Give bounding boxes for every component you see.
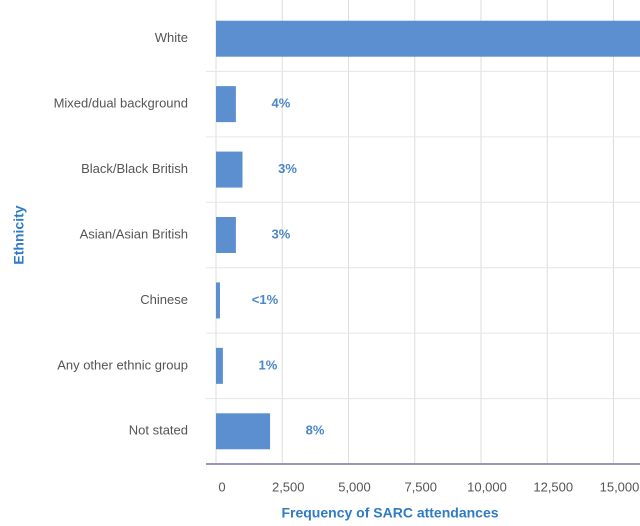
bar <box>216 217 236 253</box>
x-tick-label: 2,500 <box>272 479 305 494</box>
y-tick-label: Mixed/dual background <box>54 96 188 111</box>
value-label: 8% <box>306 423 325 438</box>
y-tick-label: Chinese <box>140 292 188 307</box>
bar <box>216 86 236 123</box>
value-label: 3% <box>271 226 290 241</box>
x-tick-label: 0 <box>218 479 225 494</box>
bar <box>216 413 271 450</box>
y-axis-label: Ethnicity <box>11 205 27 264</box>
y-tick-label: Not stated <box>129 423 188 438</box>
value-label: <1% <box>252 292 279 307</box>
x-tick-label: 5,000 <box>338 479 371 494</box>
bar <box>216 347 223 384</box>
value-label: 1% <box>258 357 277 372</box>
bar <box>216 282 220 319</box>
y-tick-label: White <box>155 30 188 45</box>
value-label: 4% <box>271 96 290 111</box>
x-tick-label: 10,000 <box>467 479 507 494</box>
y-tick-label: Any other ethnic group <box>57 357 188 372</box>
x-tick-label: 12,500 <box>533 479 573 494</box>
x-tick-label: 15,000 <box>600 479 640 494</box>
value-label: 3% <box>278 161 297 176</box>
x-axis-label: Frequency of SARC attendances <box>281 505 498 521</box>
y-tick-label: Black/Black British <box>81 161 188 176</box>
bar <box>216 151 243 188</box>
y-tick-label: Asian/Asian British <box>80 226 188 241</box>
bar <box>216 20 640 57</box>
x-tick-label: 7,500 <box>404 479 437 494</box>
